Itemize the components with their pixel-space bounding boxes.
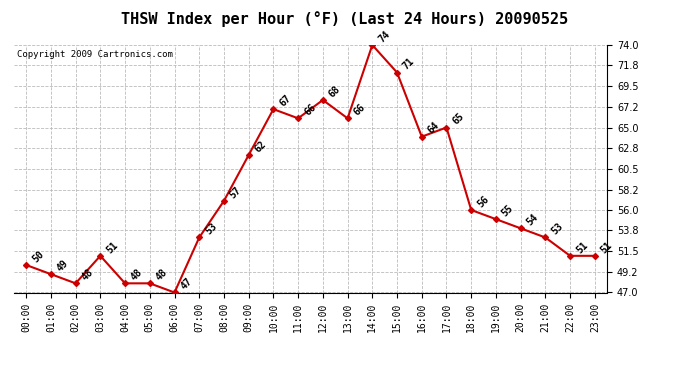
Text: Copyright 2009 Cartronics.com: Copyright 2009 Cartronics.com <box>17 50 172 59</box>
Text: 66: 66 <box>302 102 317 117</box>
Text: 50: 50 <box>30 249 46 264</box>
Text: 66: 66 <box>352 102 367 117</box>
Text: 74: 74 <box>377 29 392 44</box>
Text: 54: 54 <box>525 212 540 228</box>
Text: 56: 56 <box>475 194 491 209</box>
Text: 48: 48 <box>80 267 95 282</box>
Text: 65: 65 <box>451 111 466 127</box>
Text: 51: 51 <box>599 240 614 255</box>
Text: 67: 67 <box>277 93 293 108</box>
Text: 48: 48 <box>154 267 169 282</box>
Text: 51: 51 <box>104 240 120 255</box>
Text: 55: 55 <box>500 203 515 218</box>
Text: 47: 47 <box>179 276 194 292</box>
Text: THSW Index per Hour (°F) (Last 24 Hours) 20090525: THSW Index per Hour (°F) (Last 24 Hours)… <box>121 11 569 27</box>
Text: 62: 62 <box>253 139 268 154</box>
Text: 51: 51 <box>574 240 590 255</box>
Text: 57: 57 <box>228 184 244 200</box>
Text: 64: 64 <box>426 120 442 136</box>
Text: 53: 53 <box>204 221 219 237</box>
Text: 48: 48 <box>129 267 145 282</box>
Text: 53: 53 <box>549 221 565 237</box>
Text: 49: 49 <box>55 258 70 273</box>
Text: 68: 68 <box>327 84 342 99</box>
Text: 71: 71 <box>401 56 417 72</box>
